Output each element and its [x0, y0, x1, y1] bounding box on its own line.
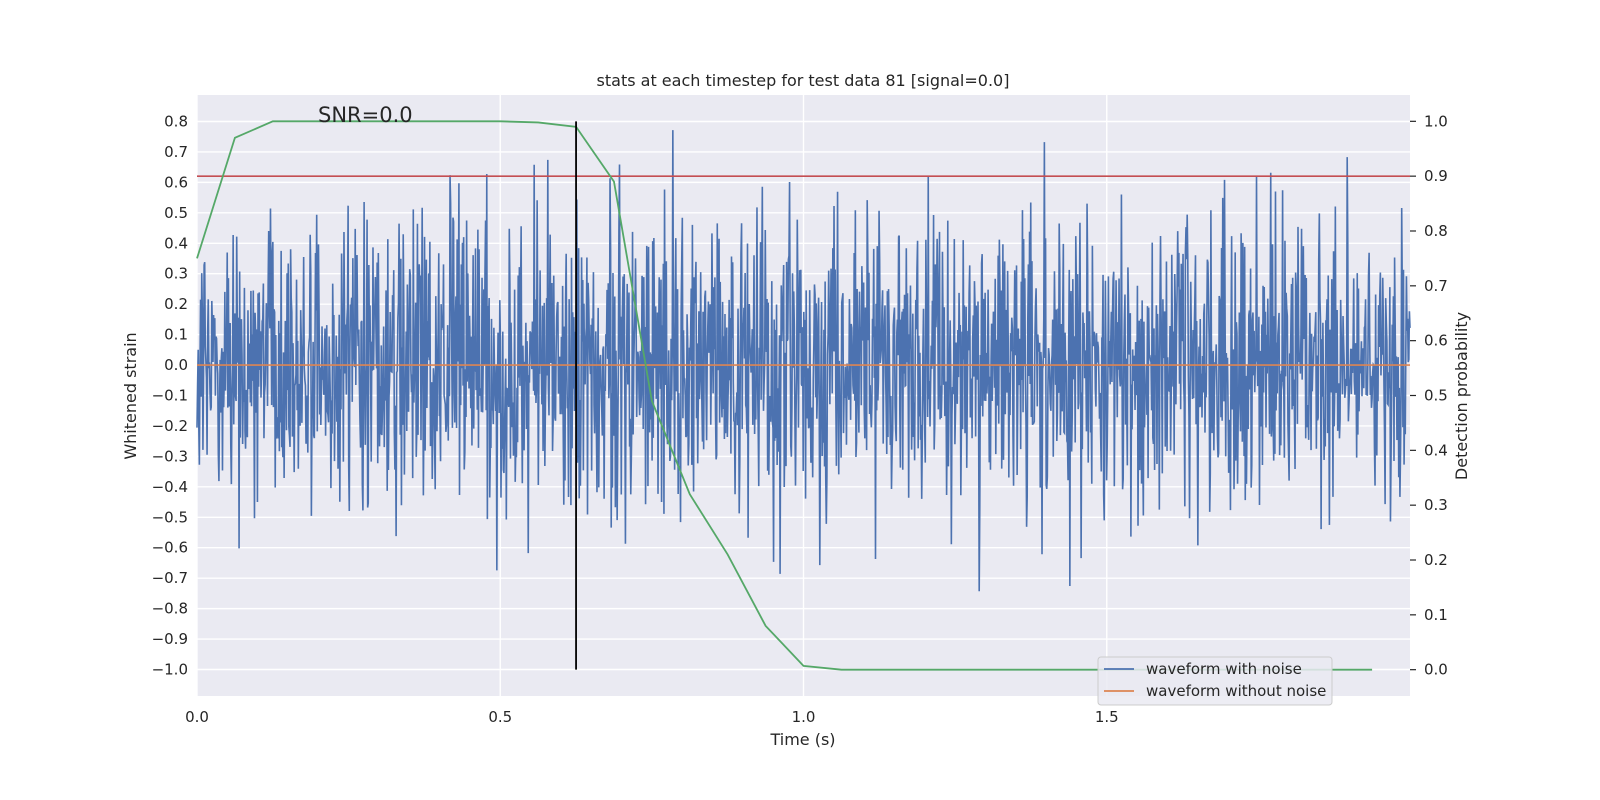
x-tick-label: 1.5 [1095, 708, 1119, 726]
left-tick-label: 0.2 [164, 295, 188, 313]
left-tick-label: 0.3 [164, 265, 188, 283]
left-tick-label: −1.0 [152, 661, 188, 679]
left-tick-label: −0.2 [152, 417, 188, 435]
right-tick-label: 0.5 [1424, 387, 1448, 405]
left-tick-label: −0.5 [152, 508, 188, 526]
chart-title: stats at each timestep for test data 81 … [597, 71, 1010, 90]
right-tick-label: 0.2 [1424, 551, 1448, 569]
left-tick-label: 0.0 [164, 356, 188, 374]
x-tick-label: 0.0 [185, 708, 209, 726]
right-tick-label: 0.9 [1424, 167, 1448, 185]
plot-lines [196, 120, 1411, 671]
snr-annotation: SNR=0.0 [318, 103, 413, 127]
right-axis-ticks: 1.0 0.9 0.8 0.7 0.6 0.5 0.4 0.3 0.2 0.1 0.0 [1410, 112, 1448, 679]
left-tick-label: −0.4 [152, 478, 188, 496]
x-tick-label: 0.5 [488, 708, 512, 726]
legend-label-noise: waveform with noise [1146, 660, 1302, 678]
right-tick-label: 0.8 [1424, 222, 1448, 240]
x-axis-label: Time (s) [769, 730, 835, 749]
x-axis-ticks: 0.0 0.5 1.0 1.5 [185, 708, 1119, 726]
right-tick-label: 0.1 [1424, 606, 1448, 624]
left-axis-ticks: 0.8 0.7 0.6 0.5 0.4 0.3 0.2 0.1 0.0 −0.1 −0.2 −0.3 −… [152, 112, 188, 678]
right-tick-label: 0.7 [1424, 277, 1448, 295]
series-waveform-with-noise [196, 130, 1411, 592]
right-tick-label: 0.3 [1424, 496, 1448, 514]
legend-frame [1097, 656, 1333, 706]
left-tick-label: 0.8 [164, 112, 188, 130]
left-tick-label: −0.7 [152, 569, 188, 587]
right-tick-label: 1.0 [1424, 112, 1448, 130]
legend: waveform with noise waveform without noi… [1097, 656, 1333, 706]
legend-label-clean: waveform without noise [1146, 682, 1326, 700]
left-tick-label: 0.5 [164, 204, 188, 222]
right-tick-label: 0.4 [1424, 441, 1448, 459]
left-tick-label: −0.8 [152, 600, 188, 618]
left-tick-label: −0.3 [152, 447, 188, 465]
x-tick-label: 1.0 [792, 708, 816, 726]
left-tick-label: 0.7 [164, 143, 188, 161]
right-axis-label: Detection probability [1452, 312, 1471, 480]
left-tick-label: −0.6 [152, 539, 188, 557]
left-tick-label: 0.4 [164, 234, 188, 252]
left-tick-label: 0.1 [164, 326, 188, 344]
right-tick-label: 0.0 [1424, 661, 1448, 679]
left-tick-label: −0.1 [152, 387, 188, 405]
right-tick-label: 0.6 [1424, 332, 1448, 350]
left-tick-label: 0.6 [164, 173, 188, 191]
left-axis-label: Whitened strain [121, 332, 140, 459]
left-tick-label: −0.9 [152, 630, 188, 648]
